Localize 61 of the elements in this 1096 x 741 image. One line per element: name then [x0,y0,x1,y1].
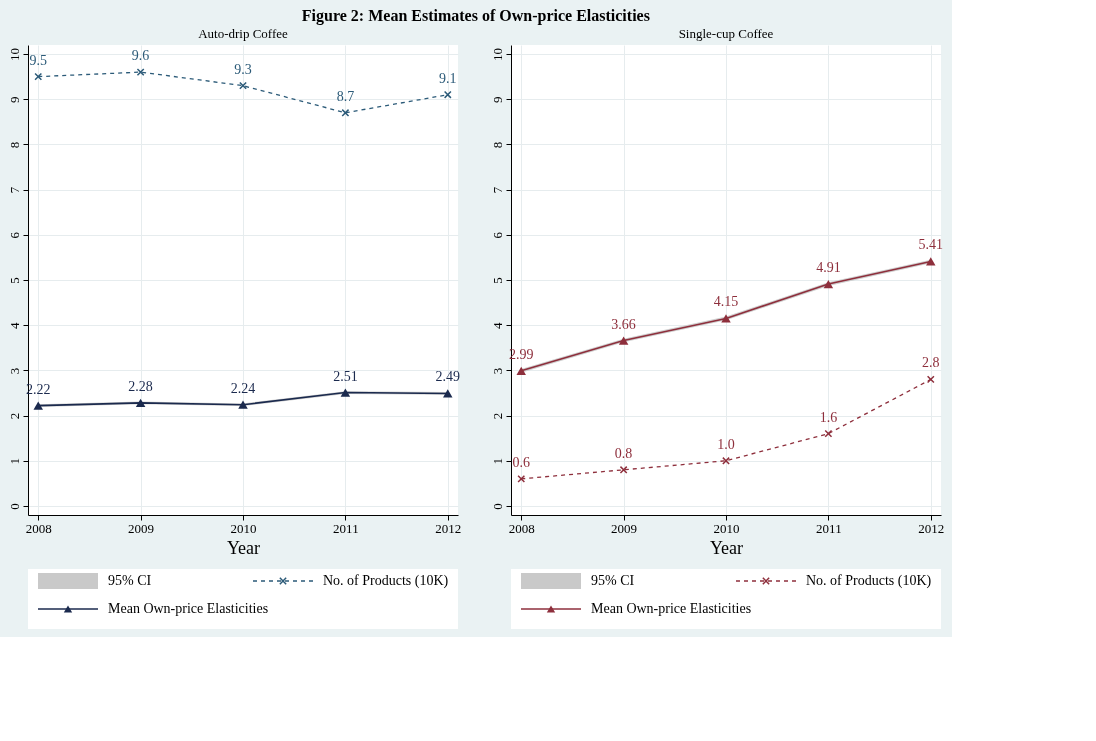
x-tick-label: 2011 [333,520,359,536]
data-label: 5.41 [918,237,944,253]
x-tick-label: 2009 [128,520,155,536]
data-label: 9.1 [439,70,457,86]
data-label: 2.51 [333,368,358,384]
data-label: 2.28 [128,378,153,394]
data-label: 2.24 [230,380,256,396]
y-tick-label: 3 [6,367,22,375]
y-tick-label: 4 [6,321,22,329]
x-axis-title: Year [709,537,744,558]
x-tick-label: 2010 [230,520,257,536]
y-tick-label: 2 [489,412,505,420]
y-tick-label: 7 [6,186,22,194]
y-tick-label: 8 [489,141,505,149]
y-tick-label: 9 [6,96,22,103]
data-label: 4.91 [816,260,841,276]
legend-label: No. of Products (10K) [323,573,449,589]
chart-subtitle: Auto-drip Coffee [198,26,289,41]
y-tick-label: 9 [489,96,505,103]
x-tick-label: 2012 [435,520,462,536]
legend-label: No. of Products (10K) [806,573,932,589]
x-tick-label: 2008 [25,520,52,536]
x-axis-title: Year [226,537,261,558]
y-tick-label: 8 [6,141,22,149]
y-tick-label: 0 [6,503,22,510]
data-label: 9.5 [29,52,47,68]
chart-subtitle: Single-cup Coffee [678,26,774,41]
x-tick-label: 2010 [713,520,740,536]
y-tick-label: 6 [489,231,505,239]
legend-label: Mean Own-price Elasticities [108,601,269,616]
y-tick-label: 3 [489,367,505,375]
y-tick-label: 10 [489,48,505,62]
y-tick-label: 1 [489,458,505,465]
x-tick-label: 2009 [611,520,638,536]
y-tick-label: 5 [6,277,22,284]
data-label: 1.6 [819,409,838,425]
y-tick-label: 6 [6,231,22,239]
y-tick-label: 0 [489,503,505,510]
x-tick-label: 2008 [508,520,535,536]
x-tick-label: 2011 [816,520,842,536]
data-label: 8.7 [336,88,355,104]
y-tick-label: 10 [6,48,22,62]
data-label: 2.8 [922,355,940,371]
y-tick-label: 5 [489,277,505,284]
y-tick-label: 1 [6,458,22,465]
y-tick-label: 7 [489,186,505,194]
data-label: 9.3 [234,61,252,77]
text: 95% CI [108,573,152,588]
data-label: 0.6 [512,454,530,470]
y-tick-label: 4 [489,321,505,329]
data-label: 2.49 [435,369,461,385]
chart-title: Figure 2: Mean Estimates of Own-price Elasticities [301,7,650,25]
legend-label: Mean Own-price Elasticities [591,601,752,616]
data-label: 0.8 [614,445,633,461]
data-label: 3.66 [611,316,636,332]
y-tick-label: 2 [6,412,22,420]
data-label: 4.15 [713,294,739,310]
data-label: 1.0 [717,436,735,452]
x-tick-label: 2012 [918,520,945,536]
data-label: 9.6 [131,48,150,64]
text: 95% CI [591,573,635,588]
